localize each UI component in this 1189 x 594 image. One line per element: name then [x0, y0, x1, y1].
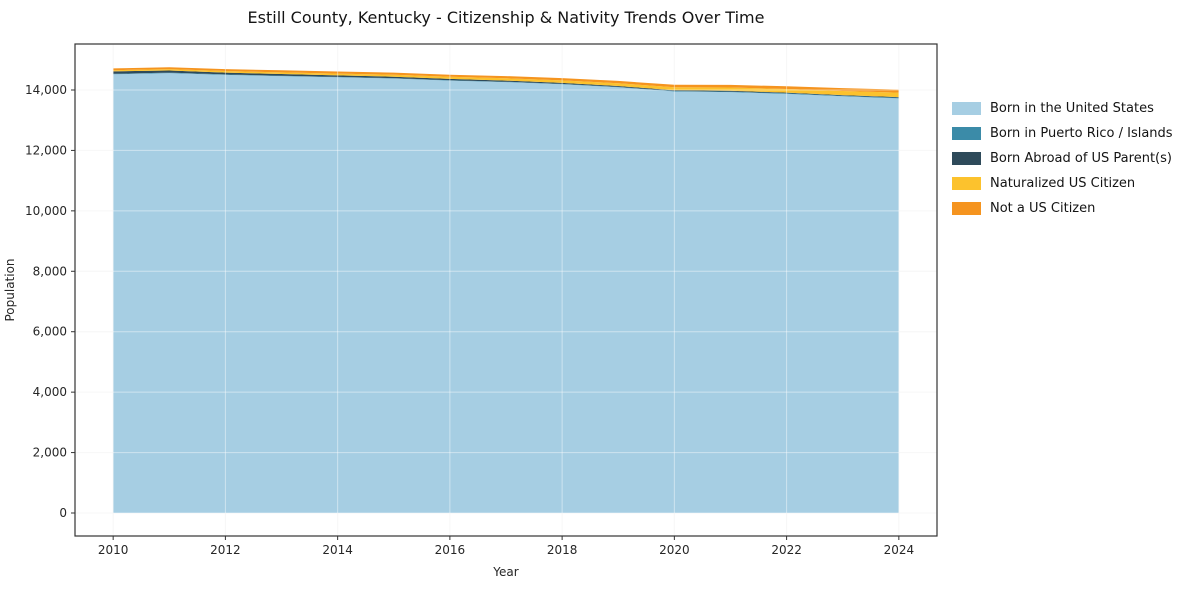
x-tick-label: 2014 — [322, 543, 353, 557]
legend: Born in the United States Born in Puerto … — [952, 101, 1173, 216]
x-tick-label: 2022 — [771, 543, 802, 557]
y-tick-label: 12,000 — [25, 143, 67, 157]
legend-swatch — [952, 202, 981, 215]
legend-label: Born Abroad of US Parent(s) — [990, 151, 1172, 166]
y-tick-label: 8,000 — [33, 264, 67, 278]
y-tick-label: 0 — [59, 506, 67, 520]
chart-title: Estill County, Kentucky - Citizenship & … — [247, 8, 765, 27]
y-tick-label: 6,000 — [33, 325, 67, 339]
x-tick-label: 2024 — [884, 543, 915, 557]
legend-label: Not a US Citizen — [990, 201, 1096, 216]
legend-item: Naturalized US Citizen — [952, 176, 1173, 191]
legend-item: Born in the United States — [952, 101, 1173, 116]
legend-item: Born Abroad of US Parent(s) — [952, 151, 1173, 166]
legend-item: Born in Puerto Rico / Islands — [952, 126, 1173, 141]
legend-label: Born in Puerto Rico / Islands — [990, 126, 1173, 141]
legend-swatch — [952, 177, 981, 190]
x-tick-label: 2020 — [659, 543, 690, 557]
x-tick-label: 2018 — [547, 543, 578, 557]
y-tick-label: 10,000 — [25, 204, 67, 218]
area-series-3 — [113, 69, 899, 98]
legend-label: Born in the United States — [990, 101, 1154, 116]
x-axis-label: Year — [492, 565, 518, 579]
x-tick-label: 2016 — [435, 543, 466, 557]
area-series-0 — [113, 73, 899, 513]
legend-label: Naturalized US Citizen — [990, 176, 1136, 191]
x-tick-label: 2012 — [210, 543, 241, 557]
legend-item: Not a US Citizen — [952, 201, 1173, 216]
y-tick-label: 4,000 — [33, 385, 67, 399]
legend-swatch — [952, 102, 981, 115]
plot-frame — [74, 43, 938, 537]
y-axis-label: Population — [3, 258, 17, 321]
y-tick-label: 2,000 — [33, 446, 67, 460]
legend-swatch — [952, 127, 981, 140]
legend-swatch — [952, 152, 981, 165]
area-series-2 — [113, 70, 899, 98]
x-tick-label: 2010 — [98, 543, 129, 557]
y-tick-label: 14,000 — [25, 83, 67, 97]
area-series-4 — [113, 67, 899, 93]
